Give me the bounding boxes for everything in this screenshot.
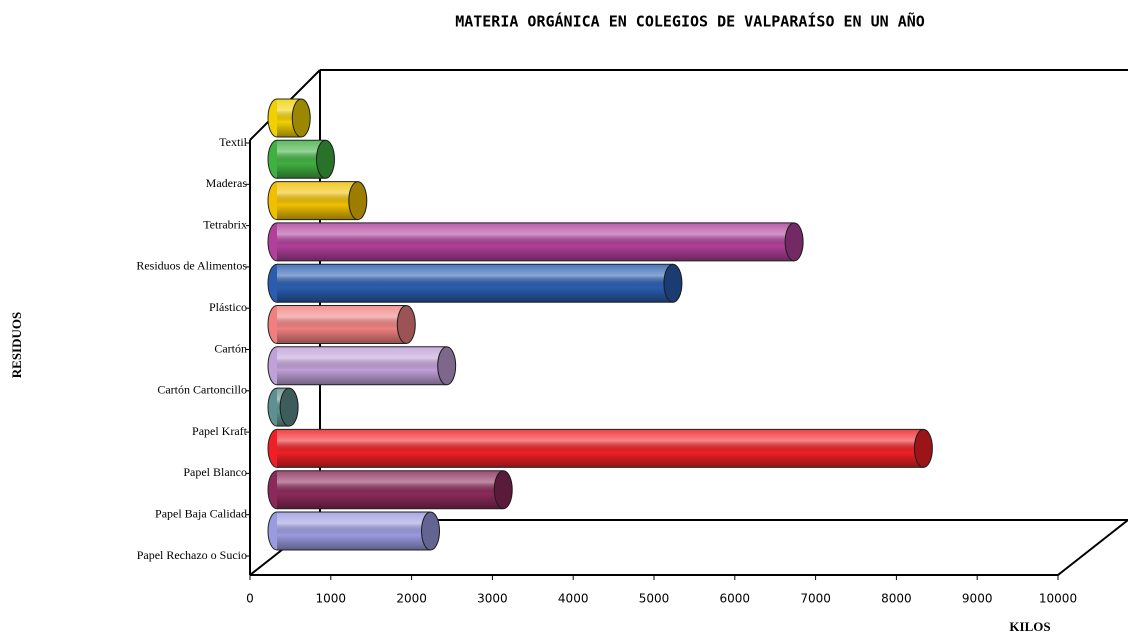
y-tick-label: Cartón xyxy=(214,341,247,355)
x-tick-label: 5000 xyxy=(639,592,670,606)
bar-cap-right xyxy=(279,387,299,427)
y-tick-label: Residuos de Alimentos xyxy=(136,259,247,273)
x-tick-label: 4000 xyxy=(558,592,589,606)
x-tick-label: 2000 xyxy=(396,592,427,606)
y-tick-label: Plástico xyxy=(209,300,247,314)
bar-cap-right xyxy=(291,98,311,138)
bar-shade xyxy=(277,181,358,220)
bar-cap-shade xyxy=(914,429,933,468)
floor-right-diag xyxy=(1057,519,1128,576)
bar-cap-right xyxy=(396,305,416,344)
x-tick-label: 1000 xyxy=(316,592,347,606)
bar-cap-shade xyxy=(316,140,335,179)
bar-cap-right xyxy=(348,181,368,221)
x-tick-label: 0 xyxy=(246,592,254,606)
x-tick-label: 3000 xyxy=(477,592,508,606)
bar-shade xyxy=(277,346,447,385)
x-tick-label: 9000 xyxy=(962,592,993,606)
bar-cap-right xyxy=(421,511,441,551)
y-tick-label: Papel Baja Calidad xyxy=(155,506,247,520)
y-tick-label: Textil xyxy=(219,135,247,149)
x-tick-label: 8000 xyxy=(881,592,912,606)
bar-cap-right xyxy=(315,139,335,179)
y-tick-label: Papel Rechazo o Sucio xyxy=(137,548,247,562)
bar-cap-shade xyxy=(292,99,311,137)
x-tick-label: 10000 xyxy=(1039,592,1077,606)
y-tick-label: Papel Kraft xyxy=(192,424,248,438)
y-axis-label: RESIDUOS xyxy=(9,312,24,378)
bar-shade xyxy=(277,305,407,344)
bar-cap-shade xyxy=(785,222,804,261)
bar-cap-right xyxy=(493,470,513,510)
bar-shade xyxy=(277,222,795,261)
bar-cap-right xyxy=(784,222,804,262)
bar-shade xyxy=(277,429,924,468)
y-tick-label: Papel Blanco xyxy=(183,465,247,479)
x-tick-label: 6000 xyxy=(720,592,751,606)
bar-cap-right xyxy=(663,263,683,303)
x-axis-label: KILOS xyxy=(1009,619,1050,634)
bar-cap-shade xyxy=(397,305,416,344)
bar-cap-right xyxy=(437,346,457,386)
chart-title: MATERIA ORGÁNICA EN COLEGIOS DE VALPARAÍ… xyxy=(455,12,925,31)
bar-cap-shade xyxy=(421,512,440,550)
bar-shade xyxy=(277,470,504,509)
bar-cap-shade xyxy=(437,346,456,385)
bar-cap-right xyxy=(913,428,933,468)
bar-cap-shade xyxy=(663,264,682,303)
bar-cap-shade xyxy=(348,181,367,220)
bar-shade xyxy=(277,512,431,550)
y-tick-label: Cartón Cartoncillo xyxy=(157,383,247,397)
bar-shade xyxy=(277,264,673,303)
x-tick-label: 7000 xyxy=(800,592,831,606)
bar-cap-shade xyxy=(280,388,299,427)
bar-cap-shade xyxy=(494,470,513,509)
y-tick-label: Tetrabrix xyxy=(203,217,247,231)
y-tick-label: Maderas xyxy=(206,176,248,190)
